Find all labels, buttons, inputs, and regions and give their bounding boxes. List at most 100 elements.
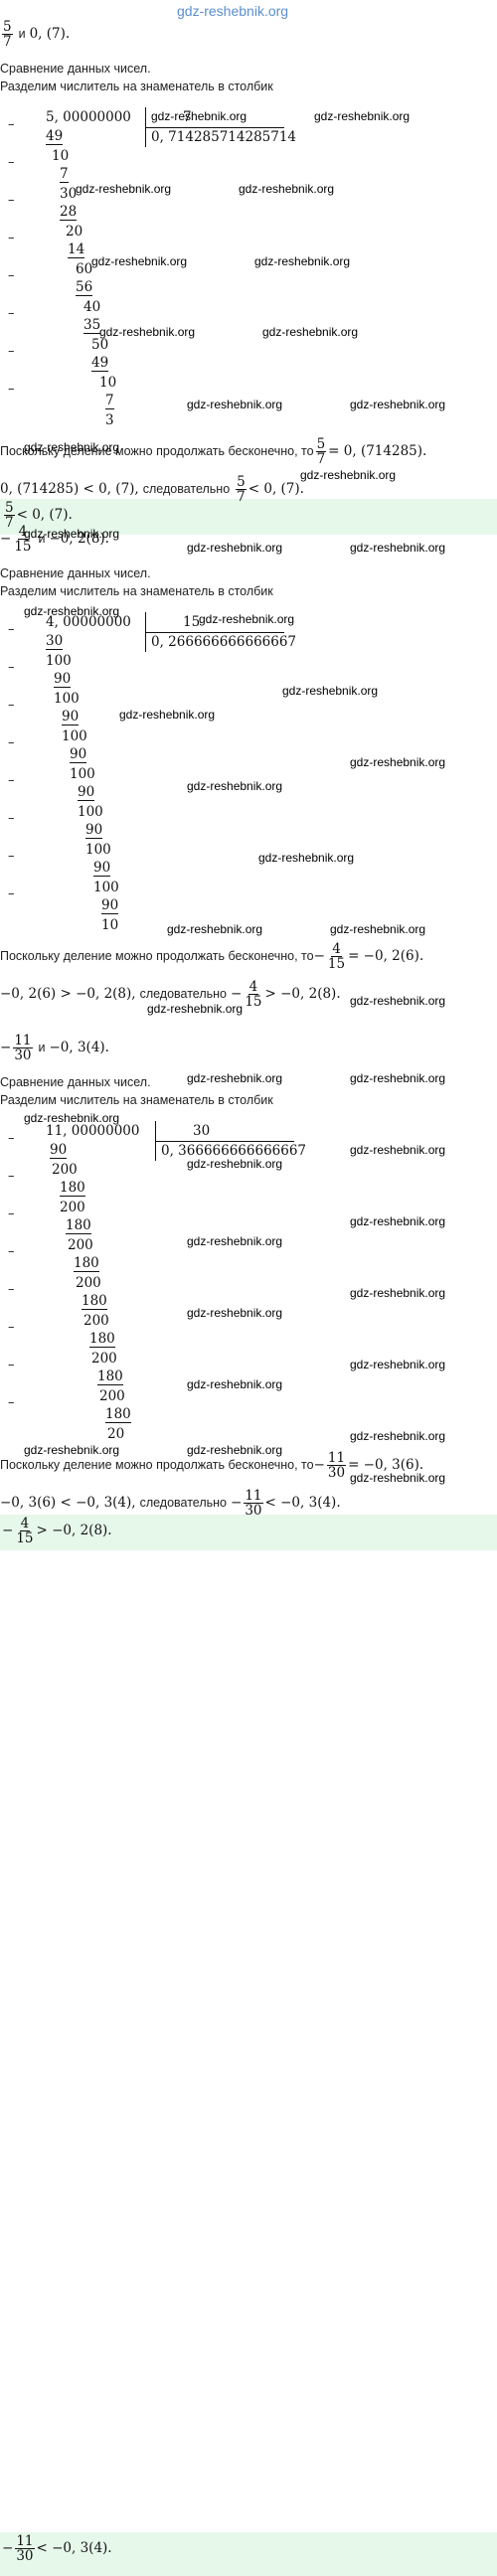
final-answer: −11 30 < −0, 3(4).	[2, 2534, 112, 2564]
conclusion-fraction-denominator: 15	[327, 956, 346, 973]
watermark-text: gdz-reshebnik.org	[239, 182, 335, 196]
minus-sign: –	[8, 344, 15, 359]
number-b: −0, 2(8).	[49, 531, 109, 548]
therefore-word: следовательно	[142, 482, 231, 497]
periodic-value: = −0, 3(6).	[348, 1457, 424, 1474]
therefore-word: следовательно	[139, 1496, 228, 1511]
comparison-line: −0, 2(6) > −0, 2(8), следовательно −4 15 > −…	[0, 980, 341, 1011]
remainder: 200	[68, 1237, 93, 1253]
subtrahend: 28	[60, 204, 78, 221]
subtrahend: 180	[74, 1255, 99, 1272]
remainder: 50	[91, 337, 109, 353]
final-inequality: < 0, (7).	[16, 507, 73, 524]
minus-sign: –	[8, 1358, 15, 1372]
fraction-a-numerator: 11	[13, 1033, 33, 1049]
quotient: 0, 266666666666667	[151, 634, 297, 650]
subtrahend: 56	[76, 279, 93, 296]
dividend: 11, 00000000	[46, 1123, 140, 1139]
watermark-text: gdz-reshebnik.org	[350, 1358, 446, 1371]
quotient: 0, 714285714285714	[151, 129, 297, 145]
comparison-fraction-denominator: 7	[237, 489, 246, 506]
minus-sign: −	[231, 1495, 243, 1512]
watermark-text: gdz-reshebnik.org	[187, 1234, 283, 1248]
subtrahend: 90	[78, 784, 95, 801]
subtrahend: 180	[97, 1368, 123, 1385]
comparison-result: < −0, 3(4).	[264, 1495, 341, 1512]
conclusion-fraction-denominator: 30	[327, 1465, 346, 1482]
watermark-text: gdz-reshebnik.org	[350, 994, 446, 1008]
watermark-text: gdz-reshebnik.org	[350, 1071, 446, 1085]
remainder: 100	[85, 842, 111, 858]
watermark-text: gdz-reshebnik.org	[350, 1471, 446, 1485]
minus-sign: –	[8, 1320, 15, 1335]
divide-heading: Разделим числитель на знаменатель в стол…	[0, 1093, 273, 1107]
minus-sign: –	[8, 382, 15, 397]
watermark-text: gdz-reshebnik.org	[350, 1214, 446, 1228]
subtrahend: 90	[101, 897, 119, 914]
remainder: 100	[93, 880, 119, 895]
watermark-text: gdz-reshebnik.org	[151, 109, 248, 123]
subtrahend: 180	[105, 1406, 131, 1423]
dividend: 4, 00000000	[46, 614, 131, 630]
watermark-text: gdz-reshebnik.org	[167, 922, 263, 936]
minus-sign: –	[8, 1395, 15, 1410]
final-answer-highlight	[0, 1515, 497, 1550]
watermark-text: gdz-reshebnik.org	[187, 1306, 283, 1320]
subtrahend: 180	[82, 1293, 107, 1310]
minus-sign: −	[0, 531, 12, 548]
divide-heading: Разделим числитель на знаменатель в стол…	[0, 80, 273, 93]
minus-sign: –	[8, 622, 15, 637]
comparison-result: < 0, (7).	[248, 481, 304, 498]
remainder: 200	[52, 1162, 78, 1178]
and-word: и	[18, 27, 26, 42]
watermark-text: gdz-reshebnik.org	[187, 1157, 283, 1171]
fraction-a-denominator: 7	[3, 34, 12, 51]
decimal-comparison: −0, 2(6) > −0, 2(8),	[0, 986, 136, 1003]
compare-heading: Сравнение данных чисел.	[0, 566, 151, 580]
final-fraction: 4 15	[15, 1516, 34, 1546]
final-answer: 5 7 < 0, (7).	[2, 501, 73, 530]
remainder: 10	[101, 917, 119, 933]
watermark-text: gdz-reshebnik.org	[24, 1111, 120, 1125]
minus-sign: –	[8, 1244, 15, 1259]
fraction-a-numerator: 4	[17, 524, 29, 541]
minus-sign: –	[8, 1207, 15, 1221]
watermark-text: gdz-reshebnik.org	[187, 541, 283, 555]
final-fraction-numerator: 5	[4, 500, 15, 517]
problem-header: −4 15 и −0, 2(8).	[0, 524, 109, 555]
since-text: Поскольку деление можно продолжать беско…	[0, 949, 314, 964]
remainder: 40	[83, 299, 101, 315]
remainder: 20	[107, 1426, 125, 1442]
subtrahend: 35	[83, 317, 101, 334]
watermark-text: gdz-reshebnik.org	[76, 182, 172, 196]
minus-sign: –	[8, 268, 15, 283]
comparison-fraction-denominator: 15	[245, 994, 262, 1011]
comparison-result: > −0, 2(8).	[264, 986, 341, 1003]
subtrahend: 180	[60, 1180, 85, 1197]
watermark-text: gdz-reshebnik.org	[350, 1286, 446, 1300]
minus-sign: –	[8, 155, 15, 170]
remainder: 100	[70, 766, 95, 782]
and-word: и	[38, 532, 46, 547]
compare-heading: Сравнение данных чисел.	[0, 1075, 151, 1089]
final-fraction-numerator: 4	[19, 1516, 31, 1532]
compare-heading: Сравнение данных чисел.	[0, 62, 151, 76]
division-bar-horizontal	[155, 1141, 294, 1142]
minus-sign: –	[8, 117, 15, 132]
minus-sign: −	[231, 986, 243, 1003]
remainder: 100	[46, 653, 72, 669]
watermark-text: gdz-reshebnik.org	[119, 708, 216, 722]
watermark-text: gdz-reshebnik.org	[300, 468, 397, 482]
remainder: 200	[76, 1275, 101, 1291]
dividend: 5, 00000000	[46, 109, 131, 125]
watermark-text: gdz-reshebnik.org	[258, 851, 355, 865]
remainder: 100	[54, 691, 80, 707]
watermark-text: gdz-reshebnik.org	[262, 325, 359, 339]
subtrahend: 90	[54, 671, 72, 688]
minus-sign: −	[2, 1523, 14, 1539]
minus-sign: –	[8, 193, 15, 208]
number-b: 0, (7).	[29, 26, 71, 43]
comparison-line: 0, (714285) < 0, (7), следовательно 5 7 < 0,…	[0, 475, 304, 506]
remainder: 10	[52, 148, 70, 164]
since-text: Поскольку деление можно продолжать беско…	[0, 444, 314, 459]
